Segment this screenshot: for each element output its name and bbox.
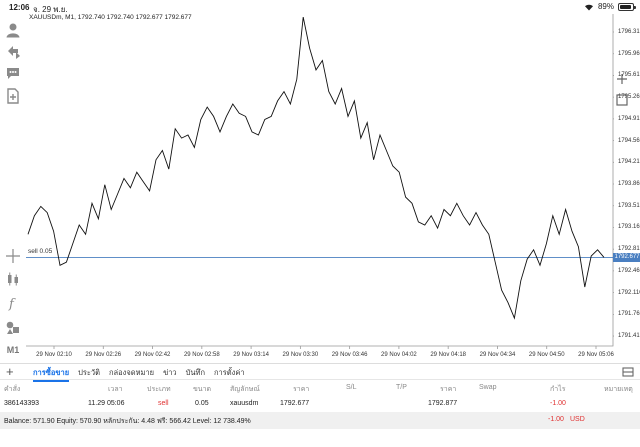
x-axis-label: 29 Nov 04:50 <box>528 352 565 358</box>
order-time: 11.29 05:06 <box>88 400 125 407</box>
terminal-tab-bar: + การซื้อขาย ประวัติ กล่องจดหมาย ข่าว บั… <box>0 363 640 382</box>
objects-icon[interactable] <box>3 317 23 337</box>
price-line <box>27 17 605 320</box>
x-axis-label: 29 Nov 03:30 <box>282 352 319 358</box>
tab-journal[interactable]: บันทึก <box>185 368 206 377</box>
status-time: 12:06 <box>9 3 30 12</box>
col-type: ประเภท <box>147 386 171 393</box>
x-axis-label: 29 Nov 05:06 <box>578 352 614 358</box>
price-chart[interactable]: XAUUSDm, M1, 1792.740 1792.740 1792.677 … <box>26 14 640 359</box>
total-profit: -1.00 <box>548 416 564 423</box>
y-axis-label: 1792.810 <box>618 246 640 253</box>
col-sl: S/L <box>346 384 357 391</box>
y-axis-label: 1794.910 <box>618 115 640 122</box>
y-axis-label: 1793.860 <box>618 181 640 188</box>
x-axis-label: 29 Nov 02:26 <box>85 352 122 358</box>
layout-toggle-icon[interactable] <box>622 366 634 378</box>
col-tp: T/P <box>396 384 407 391</box>
tab-mailbox[interactable]: กล่องจดหมาย <box>109 368 155 377</box>
candles-icon[interactable] <box>3 269 23 289</box>
bottom-spacer <box>0 429 640 447</box>
x-axis-label: 29 Nov 03:14 <box>233 352 269 358</box>
y-axis-label: 1794.210 <box>618 159 640 166</box>
battery-icon <box>618 2 636 11</box>
chart-header: XAUUSDm, M1, 1792.740 1792.740 1792.677 … <box>29 14 192 21</box>
y-axis-label: 1793.510 <box>618 202 640 209</box>
crosshair-icon[interactable] <box>3 246 23 266</box>
x-axis-label: 29 Nov 04:18 <box>430 352 467 358</box>
orders-table-header: คำสั่ง เวลา ประเภท ขนาด สัญลักษณ์ ราคา S… <box>0 381 640 396</box>
x-axis-label: 29 Nov 03:46 <box>331 352 368 358</box>
order-type: sell <box>158 400 169 407</box>
svg-text:f: f <box>8 297 16 311</box>
y-axis-label: 1795.960 <box>618 50 640 57</box>
trade-arrows-icon[interactable] <box>3 41 23 61</box>
y-axis-label: 1791.410 <box>618 333 640 340</box>
battery-percent: 89% <box>597 2 614 11</box>
chart-frame <box>26 14 614 347</box>
status-right: 89% <box>584 2 636 11</box>
x-axis-label: 29 Nov 02:42 <box>134 352 171 358</box>
x-axis-label: 29 Nov 02:10 <box>36 352 72 358</box>
chart-canvas[interactable] <box>26 14 614 359</box>
chart-zoom-icon[interactable] <box>616 94 628 106</box>
tab-trade[interactable]: การซื้อขาย <box>33 367 70 382</box>
y-axis-label: 1795.610 <box>618 72 640 79</box>
y-axis-label: 1792.110 <box>618 289 640 296</box>
sell-position-label: sell 0.05 <box>28 248 53 255</box>
order-current-price: 1792.877 <box>428 400 458 407</box>
balance-bar: Balance: 571.90 Equity: 570.90 หลักประกั… <box>0 412 640 429</box>
left-toolbar: f M1 <box>0 14 26 359</box>
col-profit: กำไร <box>550 386 566 393</box>
timeframe-m1[interactable]: M1 <box>6 345 20 355</box>
order-profit: -1.00 <box>550 400 566 407</box>
tab-news[interactable]: ข่าว <box>163 368 177 377</box>
add-icon[interactable]: + <box>6 364 14 379</box>
y-axis-label: 1792.460 <box>618 267 640 274</box>
col-price: ราคา <box>293 386 310 393</box>
terminal-tabs: การซื้อขาย ประวัติ กล่องจดหมาย ข่าว บันท… <box>33 367 245 382</box>
current-price-tag: 1792.677 <box>613 252 640 262</box>
col-current-price: ราคา <box>440 386 457 393</box>
new-document-icon[interactable] <box>3 86 23 106</box>
table-row[interactable]: 386143393 11.29 05:06 sell 0.05 xauusdm … <box>0 397 640 412</box>
status-bar: 12:06 จ. 29 พ.ย. 89% <box>0 0 640 14</box>
col-volume: ขนาด <box>193 386 212 393</box>
wifi-icon <box>584 4 593 10</box>
balance-summary: Balance: 571.90 Equity: 570.90 หลักประกั… <box>4 418 251 425</box>
y-axis-label: 1793.160 <box>618 224 640 231</box>
col-time: เวลา <box>108 386 123 393</box>
y-axis-label: 1794.560 <box>618 137 640 144</box>
indicators-icon[interactable]: f <box>3 293 23 313</box>
col-order: คำสั่ง <box>4 386 21 393</box>
order-price: 1792.677 <box>280 400 310 407</box>
tab-history[interactable]: ประวัติ <box>78 368 101 377</box>
order-id: 386143393 <box>4 400 40 407</box>
tab-settings[interactable]: การตั้งค่า <box>214 368 245 377</box>
y-axis-label: 1791.760 <box>618 311 640 318</box>
account-icon[interactable] <box>3 20 23 40</box>
col-symbol: สัญลักษณ์ <box>230 386 260 393</box>
chat-icon[interactable] <box>3 63 23 83</box>
x-axis-label: 29 Nov 04:34 <box>479 352 516 358</box>
col-comment: หมายเหตุ <box>604 386 633 393</box>
account-currency: USD <box>570 416 585 423</box>
y-axis-label: 1796.310 <box>618 28 640 35</box>
chart-shortcut-icon[interactable] <box>616 73 628 85</box>
order-symbol: xauusdm <box>230 400 259 407</box>
status-date: จ. 29 พ.ย. <box>33 5 68 14</box>
col-swap: Swap <box>479 384 497 391</box>
x-axis-label: 29 Nov 02:58 <box>183 352 220 358</box>
y-axis-label: 1795.260 <box>618 94 640 101</box>
order-volume: 0.05 <box>195 400 209 407</box>
x-axis-label: 29 Nov 04:02 <box>381 352 417 358</box>
